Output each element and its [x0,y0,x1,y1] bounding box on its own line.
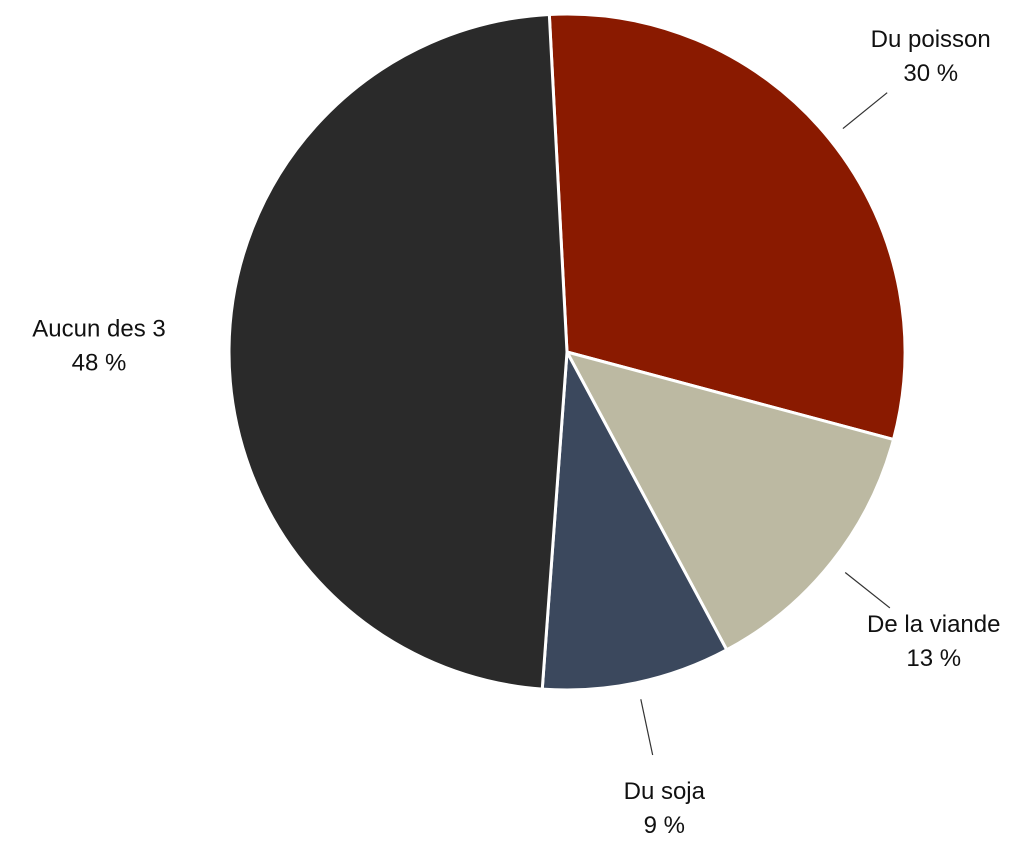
slice [227,12,569,691]
value-label: 13 % [906,645,961,672]
category-label: Du poisson [871,26,991,53]
category-label: De la viande [867,611,1000,638]
slice [547,12,907,441]
leader-line [640,699,654,756]
value-label: 9 % [644,812,685,839]
labels: Du poisson 30 % De la viande 13 % Du soja 9 %… [32,26,1000,839]
pie [227,12,907,692]
category-label: Du soja [624,778,706,805]
slice [540,350,729,692]
value-label: 30 % [903,60,958,87]
slice [565,350,895,652]
value-label: 48 % [72,349,127,376]
category-label: Aucun des 3 [32,315,165,342]
leader-line [842,92,888,130]
leader-line [844,572,891,609]
